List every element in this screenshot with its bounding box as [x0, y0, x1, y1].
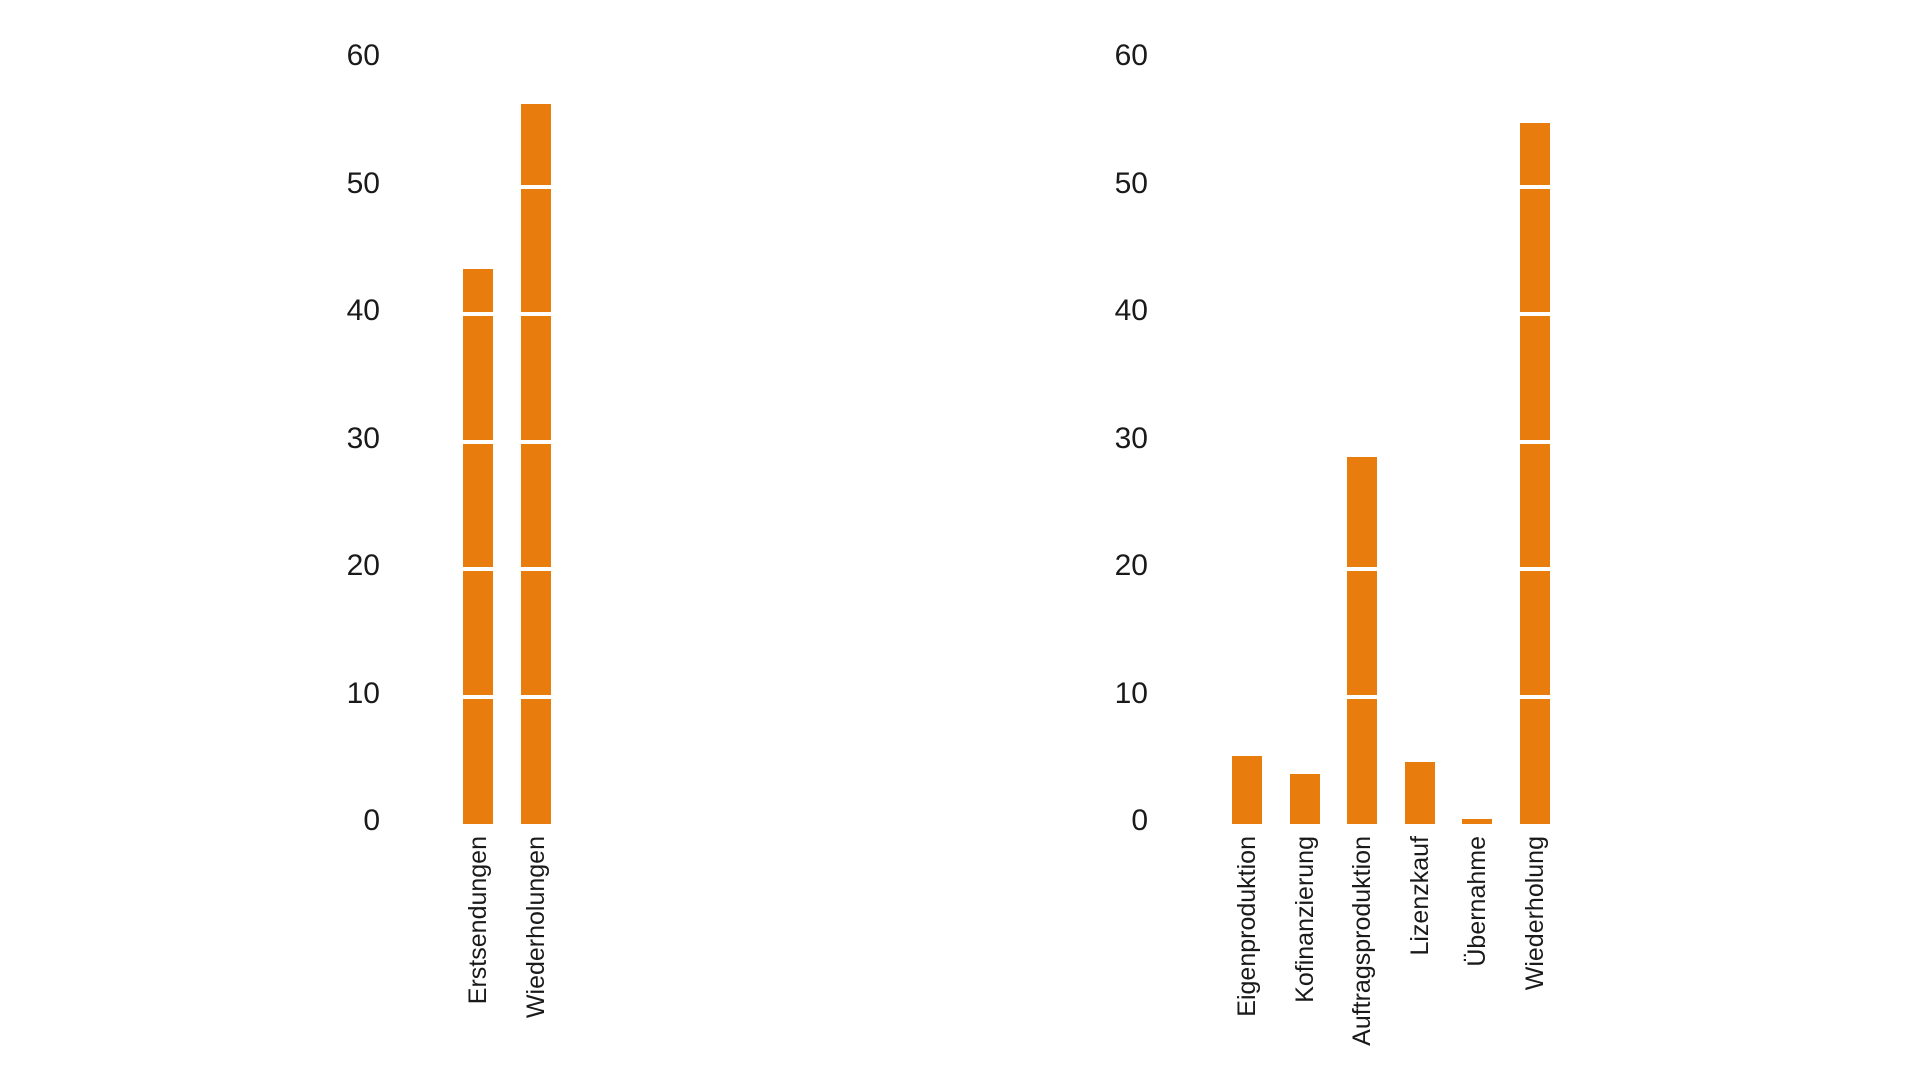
gridline [1222, 312, 1560, 316]
category-label: Kofinanzierung [1290, 836, 1319, 1003]
y-axis-tick-label: 50 [346, 166, 380, 200]
y-axis-tick-label: 40 [1114, 294, 1148, 327]
category-label: Erstsendungen [464, 836, 492, 1005]
bar-übernahme [1462, 818, 1492, 824]
bar-wiederholung [1519, 122, 1550, 824]
bar-eigenproduktion [1232, 756, 1262, 824]
y-axis-tick-label: 50 [1114, 166, 1148, 200]
bar-erstsendungen [463, 269, 493, 824]
gridline [453, 567, 561, 571]
category-label: Wiederholung [1520, 836, 1549, 991]
gridline [1222, 694, 1560, 699]
bar-kofinanzierung [1289, 774, 1320, 824]
category-label: Wiederholungen [521, 836, 550, 1019]
gridline [453, 312, 561, 316]
gridline [453, 694, 561, 699]
y-axis-tick-label: 10 [1114, 676, 1148, 710]
y-axis-tick-label: 0 [1131, 804, 1148, 837]
y-axis-tick-label: 30 [346, 421, 380, 455]
y-axis-tick-label: 60 [1114, 39, 1148, 72]
y-axis-tick-label: 20 [1114, 549, 1148, 582]
gridline [1222, 439, 1560, 444]
category-label: Eigenproduktion [1233, 836, 1261, 1017]
y-axis-tick-label: 20 [346, 549, 380, 582]
bar-auftragsproduktion [1347, 456, 1377, 824]
y-axis-tick-label: 60 [346, 39, 380, 72]
category-label: Übernahme [1463, 836, 1491, 967]
category-label: Auftragsproduktion [1348, 836, 1376, 1046]
category-label: Lizenzkauf [1405, 836, 1434, 956]
gridline [453, 184, 561, 189]
gridline [1222, 184, 1560, 189]
y-axis-tick-label: 40 [346, 294, 380, 327]
y-axis-tick-label: 0 [363, 804, 380, 837]
y-axis-tick-label: 10 [346, 676, 380, 710]
bar-wiederholungen [520, 103, 551, 824]
y-axis-tick-label: 30 [1114, 421, 1148, 455]
gridline [1222, 567, 1560, 571]
bar-lizenzkauf [1404, 761, 1435, 824]
gridline [453, 439, 561, 444]
